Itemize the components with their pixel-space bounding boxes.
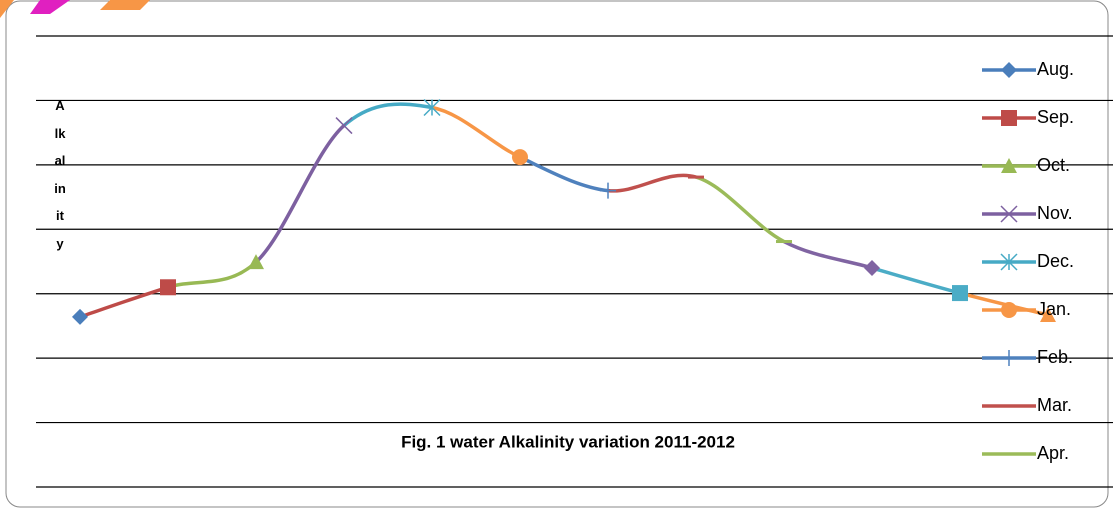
marker — [1001, 110, 1017, 126]
line-segment — [520, 157, 608, 191]
marker — [512, 149, 528, 165]
line-segment — [80, 287, 168, 317]
marker — [72, 309, 88, 325]
marker — [160, 279, 176, 295]
legend-label: Dec. — [1037, 251, 1074, 271]
marker — [336, 118, 352, 134]
legend-label: Oct. — [1037, 155, 1070, 175]
marker — [1001, 62, 1017, 78]
legend-label: Jan. — [1037, 299, 1071, 319]
y-axis-label: Alkalinity — [54, 92, 66, 257]
page: Fig. 1 water Alkalinity variation 2011-2… — [0, 0, 1113, 512]
chart-title: Fig. 1 water Alkalinity variation 2011-2… — [401, 432, 735, 451]
line-segment — [344, 104, 432, 125]
legend-label: Aug. — [1037, 59, 1074, 79]
line-segment — [872, 268, 960, 293]
decoration — [30, 0, 70, 14]
marker — [864, 260, 880, 276]
chart-border — [6, 1, 1108, 507]
legend-label: Feb. — [1037, 347, 1073, 367]
legend-label: Mar. — [1037, 395, 1072, 415]
chart: Fig. 1 water Alkalinity variation 2011-2… — [0, 0, 1113, 512]
marker — [1001, 302, 1017, 318]
decoration — [0, 0, 14, 18]
marker — [1001, 350, 1017, 366]
legend-label: Sep. — [1037, 107, 1074, 127]
legend-label: Apr. — [1037, 443, 1069, 463]
marker — [952, 285, 968, 301]
marker — [600, 183, 616, 199]
line-segment — [608, 175, 696, 191]
line-segment — [784, 242, 872, 268]
line-segment — [256, 126, 344, 263]
legend-label: Nov. — [1037, 203, 1073, 223]
line-segment — [168, 262, 256, 287]
line-segment — [432, 108, 520, 158]
line-segment — [696, 177, 784, 241]
